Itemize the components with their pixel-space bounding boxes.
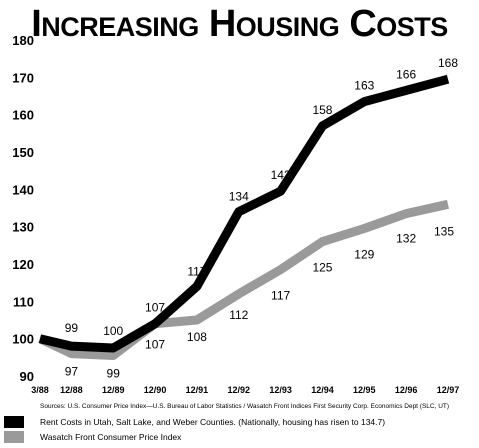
y-tick-label: 140 bbox=[12, 182, 34, 197]
data-label-rent: 163 bbox=[354, 79, 374, 93]
y-tick-label: 120 bbox=[12, 257, 34, 272]
x-tick-label: 12/95 bbox=[353, 385, 376, 395]
data-label-rent: 134 bbox=[229, 190, 249, 204]
legend-swatch-rent bbox=[4, 416, 24, 428]
data-label-rent: 100 bbox=[103, 324, 123, 338]
y-tick-label: 170 bbox=[12, 70, 34, 85]
x-tick-label: 12/88 bbox=[60, 385, 83, 395]
data-label-cpi: 129 bbox=[354, 248, 374, 262]
x-tick-label: 12/94 bbox=[311, 385, 334, 395]
x-tick-label: 12/93 bbox=[269, 385, 292, 395]
data-label-rent: 99 bbox=[65, 321, 79, 335]
series-line-rent bbox=[38, 74, 450, 353]
data-label-rent: 158 bbox=[312, 103, 332, 117]
data-label-cpi: 99 bbox=[107, 366, 121, 380]
x-tick-label: 12/96 bbox=[395, 385, 418, 395]
y-tick-label: 150 bbox=[12, 145, 34, 160]
y-tick-label: 100 bbox=[12, 332, 34, 347]
data-label-cpi: 107 bbox=[145, 338, 165, 352]
y-tick-label: 110 bbox=[13, 294, 34, 309]
x-tick-label: 12/89 bbox=[102, 385, 125, 395]
data-label-cpi: 132 bbox=[396, 232, 416, 246]
legend-swatch-cpi bbox=[4, 431, 24, 443]
data-label-rent: 107 bbox=[145, 301, 165, 315]
data-label-cpi: 108 bbox=[187, 330, 207, 344]
data-label-cpi: 125 bbox=[312, 261, 332, 275]
data-label-cpi: 97 bbox=[65, 365, 79, 379]
data-label-cpi: 112 bbox=[229, 308, 248, 322]
y-axis-labels: 90 100 110 120 130 140 150 160 170 180 bbox=[12, 33, 34, 384]
x-tick-label: 12/92 bbox=[228, 385, 251, 395]
y-tick-label: 160 bbox=[12, 108, 34, 123]
x-axis-labels: 3/88 12/88 12/89 12/90 12/91 12/92 12/93 12/94 1… bbox=[31, 385, 459, 395]
x-tick-label: 12/90 bbox=[144, 385, 167, 395]
x-tick-label: 3/88 bbox=[31, 385, 49, 395]
chart-title: Increasing Housing Costs bbox=[31, 3, 448, 45]
data-label-rent: 142 bbox=[271, 168, 291, 182]
data-label-cpi: 117 bbox=[271, 289, 290, 303]
data-label-cpi: 135 bbox=[434, 224, 454, 238]
y-tick-label: 130 bbox=[12, 220, 34, 235]
y-tick-label: 180 bbox=[12, 33, 34, 48]
x-tick-label: 12/97 bbox=[437, 385, 460, 395]
data-label-rent: 117 bbox=[187, 264, 206, 278]
legend-label-rent: Rent Costs in Utah, Salt Lake, and Weber… bbox=[40, 417, 386, 427]
y-tick-label: 90 bbox=[20, 369, 34, 384]
data-label-rent: 166 bbox=[396, 67, 416, 81]
data-label-rent: 168 bbox=[438, 56, 458, 70]
source-note: Sources: U.S. Consumer Price Index—U.S. … bbox=[40, 403, 450, 410]
series-line-cpi bbox=[38, 199, 449, 360]
series-lines bbox=[38, 74, 450, 360]
legend-label-cpi: Wasatch Front Consumer Price Index bbox=[40, 432, 182, 442]
data-labels: 99 100 107 117 134 142 158 163 166 168 97 99 107 108 1… bbox=[65, 56, 459, 380]
x-tick-label: 12/91 bbox=[186, 385, 209, 395]
